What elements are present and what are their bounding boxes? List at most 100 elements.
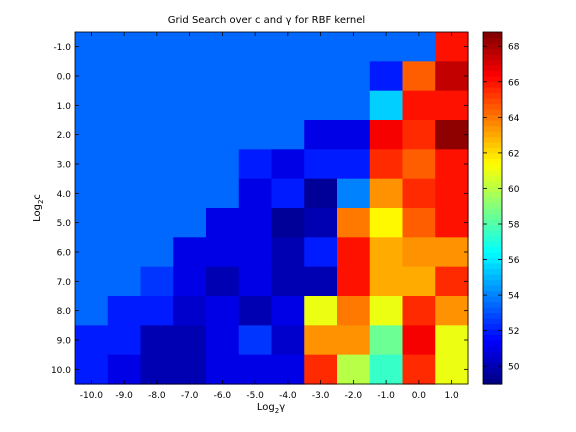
colorbar-segment — [483, 197, 502, 204]
heatmap-cell — [140, 90, 174, 121]
colorbar-segment — [483, 92, 502, 99]
heatmap-cell — [107, 354, 142, 385]
heatmap-cell — [304, 149, 338, 180]
heatmap-cell — [206, 32, 240, 62]
heatmap-cell — [173, 266, 207, 297]
heatmap-cell — [75, 61, 109, 92]
heatmap-cell — [107, 90, 142, 121]
heatmap-cell — [271, 325, 305, 356]
x-axis-label: Log2γ — [257, 402, 285, 415]
x-tick-label: -5.0 — [246, 391, 264, 401]
colorbar-segment — [483, 257, 502, 264]
heatmap-cell — [369, 266, 404, 297]
colorbar-segment — [483, 59, 502, 66]
colorbar-segment — [483, 114, 502, 121]
heatmap — [75, 32, 469, 385]
heatmap-cell — [173, 32, 207, 62]
chart-title: Grid Search over c and γ for RBF kernel — [168, 15, 365, 26]
heatmap-cell — [304, 354, 338, 385]
heatmap-cell — [435, 61, 469, 92]
heatmap-cell — [271, 237, 305, 268]
y-tick-label: 1.0 — [57, 102, 72, 112]
y-tick-label: 10.0 — [51, 366, 71, 376]
heatmap-cell — [402, 178, 436, 209]
colorbar-segment — [483, 208, 502, 215]
heatmap-cell — [173, 149, 207, 180]
heatmap-cell — [238, 149, 273, 180]
heatmap-cell — [238, 90, 273, 121]
colorbar-segment — [483, 158, 502, 165]
x-axis-label-symbol: γ — [279, 402, 285, 413]
x-axis-label-subscript: 2 — [275, 407, 279, 415]
heatmap-cell — [435, 296, 469, 326]
colorbar-segment — [483, 279, 502, 286]
colorbar-segment — [483, 32, 502, 39]
heatmap-cell — [369, 178, 404, 209]
heatmap-cell — [435, 178, 469, 209]
colorbar-segment — [483, 48, 502, 55]
colorbar-segment — [483, 87, 502, 94]
x-axis: -10.0 -9.0 -8.0 -7.0 -6.0 -5.0 -4.0 -3.0 -2.0 -1.… — [80, 32, 459, 401]
x-tick-label: -1.0 — [377, 391, 395, 401]
heatmap-cell — [369, 32, 404, 62]
heatmap-cell — [435, 120, 469, 150]
heatmap-cell — [369, 120, 404, 150]
heatmap-cell — [107, 237, 142, 268]
colorbar-tick-label: 64 — [508, 114, 520, 124]
heatmap-cell — [304, 296, 338, 326]
heatmap-cell — [304, 266, 338, 297]
heatmap-cell — [304, 325, 338, 356]
colorbar-segment — [483, 186, 502, 193]
heatmap-cell — [435, 237, 469, 268]
heatmap-cell — [238, 32, 273, 62]
heatmap-cell — [238, 208, 273, 238]
colorbar-segment — [483, 312, 502, 319]
heatmap-cell — [140, 120, 174, 150]
heatmap-cell — [75, 120, 109, 150]
colorbar: 50 52 54 56 58 60 62 64 66 68 — [482, 31, 520, 385]
colorbar-frame — [482, 31, 503, 385]
colorbar-segment — [483, 230, 502, 237]
heatmap-cell — [402, 266, 436, 297]
y-tick-label: 5.0 — [57, 219, 72, 229]
heatmap-cell — [206, 354, 240, 385]
y-tick-label: 6.0 — [57, 249, 72, 259]
y-axis-label-base: Log — [32, 204, 43, 222]
heatmap-cell — [304, 208, 338, 238]
heatmap-cell — [206, 237, 240, 268]
heatmap-cell — [402, 32, 436, 62]
heatmap-cell — [435, 208, 469, 238]
heatmap-cell — [435, 325, 469, 356]
heatmap-cell — [238, 178, 273, 209]
colorbar-segment — [483, 109, 502, 116]
heatmap-cell — [402, 61, 436, 92]
heatmap-cell — [206, 120, 240, 150]
heatmap-cell — [75, 32, 109, 62]
colorbar-segment — [483, 290, 502, 297]
heatmap-cell — [337, 266, 371, 297]
heatmap-cell — [107, 296, 142, 326]
colorbar-segment — [483, 70, 502, 77]
y-tick-label: 8.0 — [57, 307, 72, 317]
heatmap-cell — [304, 237, 338, 268]
colorbar-segment — [483, 81, 502, 88]
colorbar-segment — [483, 235, 502, 242]
heatmap-cell — [271, 61, 305, 92]
x-tick-label: -3.0 — [312, 391, 330, 401]
heatmap-cell — [238, 266, 273, 297]
heatmap-cell — [140, 208, 174, 238]
colorbar-segment — [483, 103, 502, 110]
x-tick-label: 0.0 — [412, 391, 427, 401]
heatmap-cell — [107, 120, 142, 150]
heatmap-cell — [206, 90, 240, 121]
heatmap-cell — [271, 266, 305, 297]
heatmap-cell — [435, 90, 469, 121]
colorbar-segment — [483, 252, 502, 259]
heatmap-cell — [402, 354, 436, 385]
heatmap-cell — [271, 32, 305, 62]
x-tick-label: -9.0 — [115, 391, 133, 401]
heatmap-cell — [304, 178, 338, 209]
heatmap-cell — [337, 237, 371, 268]
heatmap-cell — [271, 149, 305, 180]
heatmap-cell — [173, 208, 207, 238]
